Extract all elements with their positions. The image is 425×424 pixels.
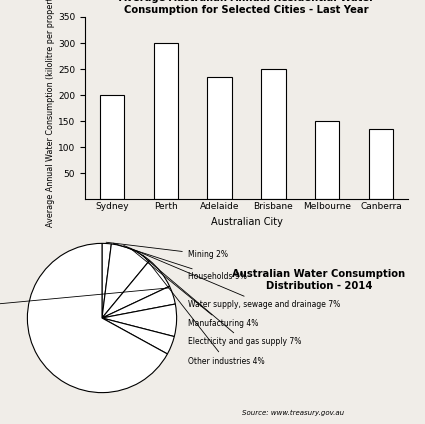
- Text: Households 9%: Households 9%: [113, 243, 246, 282]
- Wedge shape: [102, 243, 111, 318]
- Text: Water supply, sewage and drainage 7%: Water supply, sewage and drainage 7%: [124, 245, 340, 309]
- Wedge shape: [102, 260, 170, 318]
- Wedge shape: [27, 243, 167, 393]
- X-axis label: Australian City: Australian City: [210, 217, 283, 226]
- Y-axis label: Average Annual Water Consumption (kilolitre per property): Average Annual Water Consumption (kiloli…: [46, 0, 55, 227]
- Wedge shape: [102, 304, 177, 337]
- Text: Mining 2%: Mining 2%: [106, 242, 228, 259]
- Text: Electricity and gas supply 7%: Electricity and gas supply 7%: [137, 251, 301, 346]
- Bar: [207, 77, 232, 199]
- Text: Manufacturing 4%: Manufacturing 4%: [130, 248, 258, 329]
- Text: Australian Water Consumption
Distribution - 2014: Australian Water Consumption Distributio…: [232, 269, 405, 290]
- Wedge shape: [102, 286, 175, 318]
- Bar: [153, 43, 178, 199]
- Bar: [369, 129, 393, 199]
- Bar: [315, 121, 340, 199]
- Wedge shape: [102, 244, 150, 318]
- Title: Average Australian Annual Residential Water
Consumption for Selected Cities - La: Average Australian Annual Residential Wa…: [119, 0, 374, 15]
- Text: Source: www.treasury.gov.au: Source: www.treasury.gov.au: [242, 410, 344, 416]
- Bar: [261, 69, 286, 199]
- Wedge shape: [102, 318, 174, 354]
- Bar: [100, 95, 124, 199]
- Text: Agriculture
67%: Agriculture 67%: [0, 288, 169, 319]
- Text: Other industries 4%: Other industries 4%: [143, 255, 264, 366]
